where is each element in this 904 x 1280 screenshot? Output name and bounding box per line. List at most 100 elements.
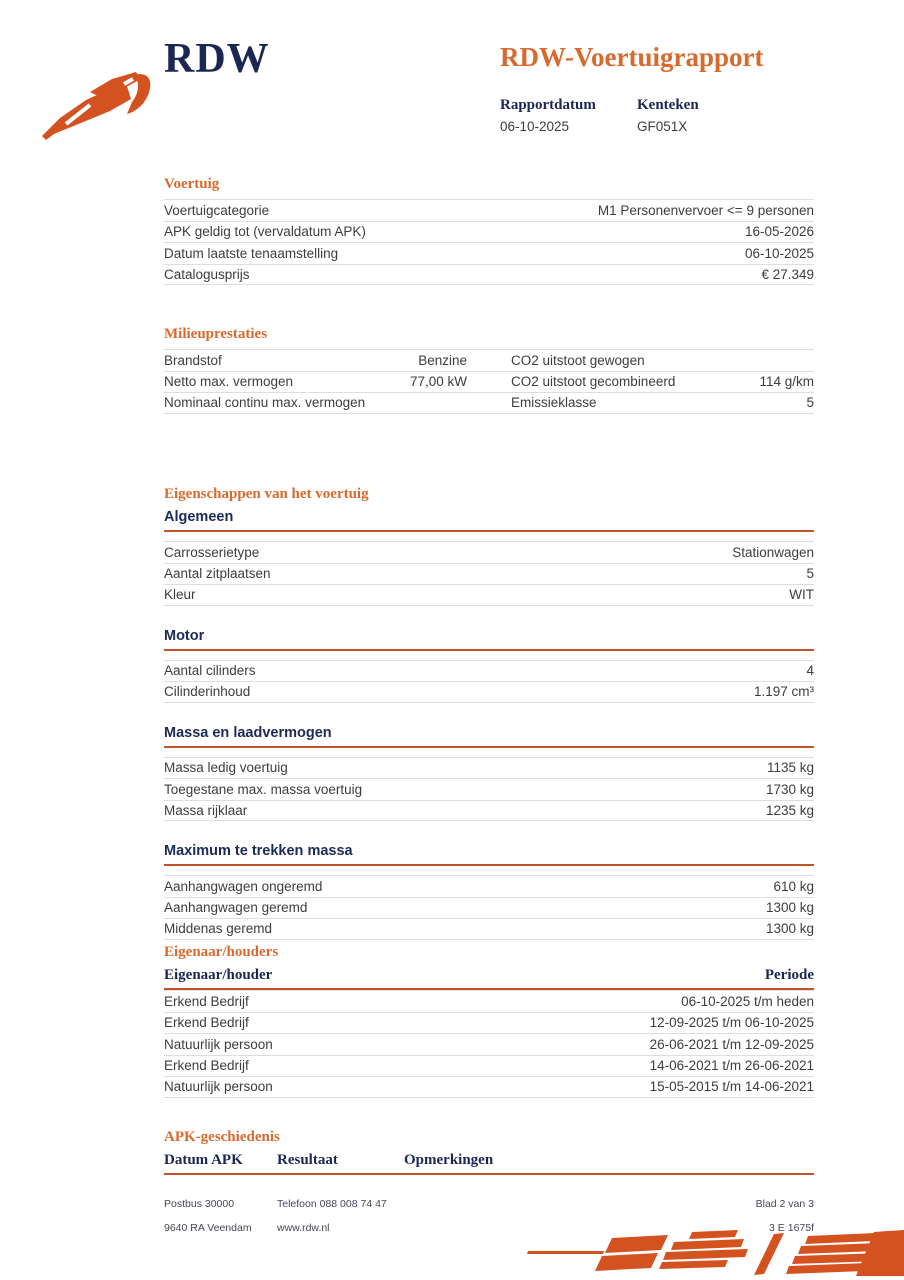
subsection-algemeen: Algemeen Carrosserietype Stationwagen Aa… — [164, 509, 814, 606]
row-label-left: Netto max. vermogen — [164, 374, 294, 390]
table-row: Aantal zitplaatsen 5 — [164, 562, 814, 585]
table-row: Datum laatste tenaamstelling 06-10-2025 — [164, 242, 814, 264]
table-row: Aantal cilinders 4 — [164, 659, 814, 682]
row-value: 5 — [806, 566, 814, 582]
voertuig-table: Voertuigcategorie M1 Personenvervoer <= … — [164, 199, 814, 285]
column-header-apk-remarks: Opmerkingen — [404, 1152, 494, 1168]
milieu-table: Brandstof Benzine CO2 uitstoot gewogen N… — [164, 349, 814, 414]
table-row: Erkend Bedrijf 12-09-2025 t/m 06-10-2025 — [164, 1011, 814, 1034]
table-row: Erkend Bedrijf 06-10-2025 t/m heden — [164, 990, 814, 1012]
row-label: APK geldig tot (vervaldatum APK) — [164, 224, 366, 240]
row-label: Carrosserietype — [164, 544, 260, 560]
row-label: Catalogusprijs — [164, 266, 250, 282]
table-row: Carrosserietype Stationwagen — [164, 541, 814, 563]
owner-type: Erkend Bedrijf — [164, 993, 249, 1009]
license-plate: Kenteken GF051X — [637, 97, 774, 134]
row-label: Aantal zitplaatsen — [164, 566, 271, 582]
report-date-value: 06-10-2025 — [500, 119, 570, 134]
footer-website: www.rdw.nl — [277, 1222, 330, 1234]
subheading-massa: Massa en laadvermogen — [164, 725, 814, 748]
row-value: 1235 kg — [765, 802, 814, 818]
row-label-left: Nominaal continu max. vermogen — [164, 395, 366, 411]
table-row: Massa ledig voertuig 1135 kg — [164, 756, 814, 779]
rdw-logo: RDW — [38, 38, 270, 146]
section-heading-apk: APK-geschiedenis — [164, 1129, 280, 1145]
row-label: Massa rijklaar — [164, 802, 248, 818]
column-header-owner: Eigenaar/houder — [164, 967, 273, 983]
column-header-period: Periode — [764, 967, 814, 983]
footer-phone: Telefoon 088 008 74 47 — [277, 1198, 387, 1210]
row-label: Massa ledig voertuig — [164, 760, 288, 776]
row-value: M1 Personenvervoer <= 9 personen — [597, 202, 814, 218]
section-apk: APK-geschiedenis Datum APK Resultaat Opm… — [164, 1129, 814, 1175]
footer-postbus: Postbus 30000 — [164, 1198, 235, 1210]
row-value: WIT — [789, 587, 814, 603]
section-eigenschappen: Eigenschappen van het voertuig Algemeen … — [164, 486, 814, 962]
column-header-apk-result: Resultaat — [277, 1152, 338, 1168]
table-row: Cilinderinhoud 1.197 cm³ — [164, 681, 814, 703]
table-row: Toegestane max. massa voertuig 1730 kg — [164, 778, 814, 800]
row-label-right: Emissieklasse — [511, 395, 597, 411]
section-eigenaar: Eigenaar/houders Eigenaar/houder Periode… — [164, 944, 814, 1098]
license-label: Kenteken — [637, 97, 699, 113]
section-voertuig: Voertuig Voertuigcategorie M1 Personenve… — [164, 176, 814, 285]
title-block: RDW-Voertuigrapport Rapportdatum 06-10-2… — [500, 42, 820, 134]
subheading-motor: Motor — [164, 628, 814, 651]
table-row: APK geldig tot (vervaldatum APK) 16-05-2… — [164, 220, 814, 243]
row-value: 1.197 cm³ — [753, 684, 814, 700]
footer-city: 9640 RA Veendam — [164, 1222, 252, 1234]
subheading-algemeen: Algemeen — [164, 509, 814, 532]
owner-type: Erkend Bedrijf — [164, 1015, 249, 1031]
owner-period: 12-09-2025 t/m 06-10-2025 — [649, 1015, 814, 1031]
report-meta: Rapportdatum 06-10-2025 Kenteken GF051X — [500, 97, 820, 134]
subsection-massa: Massa en laadvermogen Massa ledig voertu… — [164, 725, 814, 821]
table-row: Natuurlijk persoon 15-05-2015 t/m 14-06-… — [164, 1076, 814, 1098]
apk-table-header: Datum APK Resultaat Opmerkingen — [164, 1152, 814, 1175]
table-row: Aanhangwagen geremd 1300 kg — [164, 896, 814, 919]
row-value: 1730 kg — [765, 781, 814, 797]
row-label-right: CO2 uitstoot gewogen — [511, 352, 645, 368]
owner-type: Erkend Bedrijf — [164, 1058, 249, 1074]
row-value: Stationwagen — [732, 544, 814, 560]
speed-lines-graphic — [527, 1230, 904, 1276]
row-label-right: CO2 uitstoot gecombineerd — [511, 374, 676, 390]
row-label: Aanhangwagen geremd — [164, 900, 308, 916]
row-value: 16-05-2026 — [744, 224, 814, 240]
report-date: Rapportdatum 06-10-2025 — [500, 97, 637, 134]
table-row: Kleur WIT — [164, 584, 814, 606]
row-value-right: 5 — [806, 395, 814, 411]
owners-table-header: Eigenaar/houder Periode — [164, 967, 814, 990]
rdw-feather-icon — [42, 72, 151, 140]
table-row: Middenas geremd 1300 kg — [164, 918, 814, 940]
owner-period: 15-05-2015 t/m 14-06-2021 — [649, 1079, 814, 1095]
page-title: RDW-Voertuigrapport — [500, 42, 764, 72]
row-label: Voertuigcategorie — [164, 202, 270, 218]
row-label: Datum laatste tenaamstelling — [164, 245, 339, 261]
row-value-left: 77,00 kW — [409, 374, 467, 390]
footer-page-number: Blad 2 van 3 — [755, 1198, 814, 1210]
row-label: Kleur — [164, 587, 196, 603]
row-label: Aanhangwagen ongeremd — [164, 878, 323, 894]
row-label-left: Brandstof — [164, 352, 222, 368]
footer-line-1: Postbus 30000 Telefoon 088 008 74 47 Bla… — [164, 1198, 814, 1210]
owner-period: 14-06-2021 t/m 26-06-2021 — [649, 1058, 814, 1074]
row-value: 1300 kg — [765, 921, 814, 937]
footer-line-2: 9640 RA Veendam www.rdw.nl 3 E 1675f — [164, 1222, 814, 1234]
subheading-trekken: Maximum te trekken massa — [164, 843, 814, 866]
owner-type: Natuurlijk persoon — [164, 1079, 273, 1095]
row-label: Toegestane max. massa voertuig — [164, 781, 363, 797]
row-value-right: 114 g/km — [759, 374, 814, 390]
row-value: 1135 kg — [766, 760, 814, 776]
table-row: Massa rijklaar 1235 kg — [164, 799, 814, 821]
rdw-wordmark: RDW — [164, 36, 270, 82]
row-value: 06-10-2025 — [744, 245, 814, 261]
section-heading-eigenaar: Eigenaar/houders — [164, 944, 279, 960]
table-row: Catalogusprijs € 27.349 — [164, 263, 814, 285]
column-header-apk-date: Datum APK — [164, 1152, 243, 1168]
owner-period: 26-06-2021 t/m 12-09-2025 — [649, 1036, 814, 1052]
row-value: 610 kg — [773, 878, 814, 894]
table-row: Nominaal continu max. vermogen Emissiekl… — [164, 392, 814, 414]
row-label: Cilinderinhoud — [164, 684, 251, 700]
subsection-trekken: Maximum te trekken massa Aanhangwagen on… — [164, 843, 814, 940]
